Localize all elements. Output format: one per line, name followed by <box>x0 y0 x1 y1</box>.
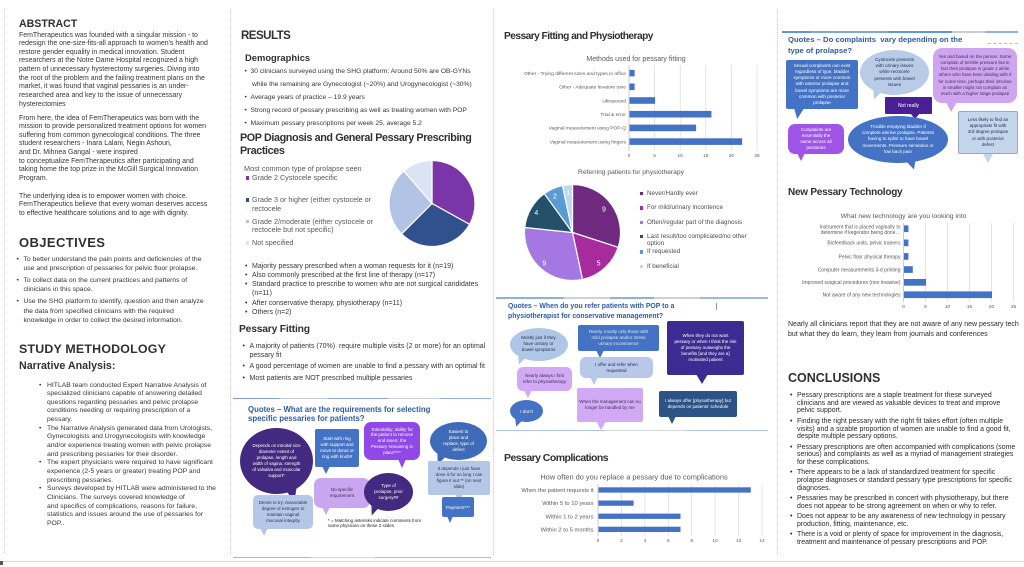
svg-text:determine if kegerator being d: determine if kegerator being done… <box>821 230 901 236</box>
svg-text:Within 5 to 10 years: Within 5 to 10 years <box>542 501 593 507</box>
svg-text:Vaginal measurement using POP-: Vaginal measurement using POP-Q <box>549 126 627 132</box>
svg-text:0: 0 <box>902 304 905 310</box>
svg-text:20: 20 <box>989 304 995 310</box>
svg-text:1: 1 <box>566 190 570 197</box>
svg-text:Other - Adequate levatore tone: Other - Adequate levatore tone <box>559 85 626 91</box>
svg-text:What new technology are you lo: What new technology are you looking into <box>841 213 967 220</box>
svg-text:Instrument that is placed vagi: Instrument that is placed vaginally to <box>820 224 901 230</box>
svg-text:25: 25 <box>1011 304 1017 310</box>
svg-text:10: 10 <box>712 538 718 544</box>
svg-text:Within 1 to 2 years: Within 1 to 2 years <box>545 514 593 520</box>
svg-text:Biofeedback units, pelvic trai: Biofeedback units, pelvic trainers <box>827 241 901 247</box>
svg-text:9: 9 <box>602 207 606 214</box>
svg-text:10: 10 <box>678 153 684 159</box>
svg-text:9: 9 <box>542 261 546 268</box>
svg-text:10: 10 <box>945 304 951 310</box>
svg-text:8: 8 <box>690 538 693 544</box>
svg-text:4: 4 <box>644 538 647 544</box>
svg-text:Not aware of any new technolog: Not aware of any new technologies <box>823 293 901 299</box>
svg-text:Improved surgical procedures (: Improved surgical procedures (non invasi… <box>802 280 901 286</box>
svg-text:Methods used for pessary fitti: Methods used for pessary fitting <box>586 56 685 63</box>
svg-text:Within 2 to 5 months: Within 2 to 5 months <box>541 527 594 533</box>
svg-text:Vaginal measurement using fing: Vaginal measurement using fingers <box>550 139 627 145</box>
svg-text:Trial & error: Trial & error <box>600 112 626 118</box>
svg-text:12: 12 <box>736 538 742 544</box>
svg-text:Ultrasound: Ultrasound <box>602 98 626 104</box>
svg-text:0: 0 <box>628 153 631 159</box>
svg-text:Other - Trying different sizes: Other - Trying different sizes and types… <box>524 71 626 77</box>
svg-text:5: 5 <box>924 304 927 310</box>
svg-text:14: 14 <box>759 538 765 544</box>
svg-text:25: 25 <box>754 153 760 159</box>
svg-text:How often do you replace a pes: How often do you replace a pessary due t… <box>540 473 728 482</box>
svg-text:5: 5 <box>597 261 601 268</box>
svg-text:2: 2 <box>620 538 623 544</box>
svg-text:Pelvic floor physical therapy: Pelvic floor physical therapy <box>839 254 901 260</box>
svg-text:When the patient requests it: When the patient requests it <box>521 488 594 494</box>
svg-text:5: 5 <box>653 153 656 159</box>
svg-text:6: 6 <box>667 538 670 544</box>
svg-text:15: 15 <box>967 304 973 310</box>
svg-text:15: 15 <box>703 153 709 159</box>
svg-text:Computer measurements 3-d prin: Computer measurements 3-d printing <box>818 267 901 273</box>
svg-text:20: 20 <box>729 153 735 159</box>
svg-text:2: 2 <box>553 194 557 201</box>
svg-text:0: 0 <box>597 538 600 544</box>
svg-text:4: 4 <box>534 210 538 217</box>
